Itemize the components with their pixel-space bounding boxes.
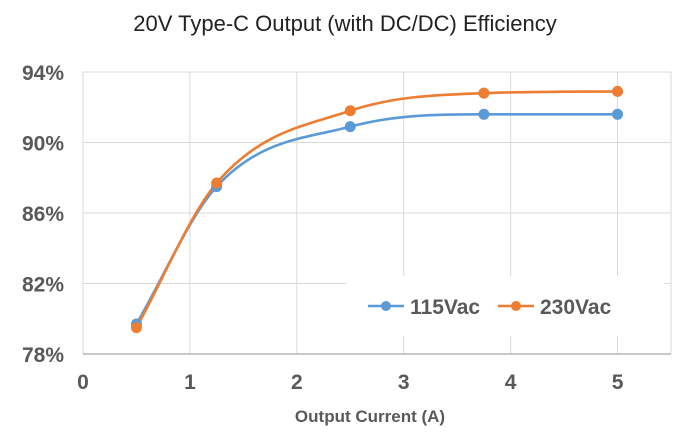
y-tick-label: 90% (22, 133, 64, 156)
legend-swatch-marker (381, 301, 391, 311)
chart-title: 20V Type-C Output (with DC/DC) Efficienc… (133, 11, 556, 36)
data-point-230vac (612, 85, 624, 97)
data-point-115vac (344, 121, 356, 133)
x-tick-label: 2 (291, 371, 303, 394)
x-axis-label: Output Current (A) (295, 407, 445, 426)
x-tick-label: 5 (612, 371, 624, 394)
x-tick-label: 1 (184, 371, 196, 394)
data-point-230vac (211, 177, 223, 189)
x-tick-label: 0 (77, 371, 89, 394)
y-tick-label: 86% (22, 203, 64, 226)
data-point-230vac (130, 322, 142, 334)
legend-label-115vac: 115Vac (410, 296, 480, 319)
legend-label-230vac: 230Vac (540, 296, 612, 319)
legend-swatch-marker (511, 301, 521, 311)
data-point-230vac (478, 87, 490, 99)
y-tick-label: 94% (22, 62, 64, 85)
y-tick-label: 82% (22, 274, 64, 297)
axes: 78% 82% 86% 90% 94% 0 1 2 3 4 5 (22, 62, 671, 394)
series-markers (130, 85, 624, 334)
x-tick-label: 3 (398, 371, 410, 394)
data-point-230vac (344, 105, 356, 117)
x-tick-label: 4 (505, 371, 517, 394)
data-point-115vac (612, 108, 624, 120)
y-tick-label: 78% (22, 344, 64, 367)
data-point-115vac (478, 108, 490, 120)
legend: 115Vac 230Vac (346, 276, 664, 336)
